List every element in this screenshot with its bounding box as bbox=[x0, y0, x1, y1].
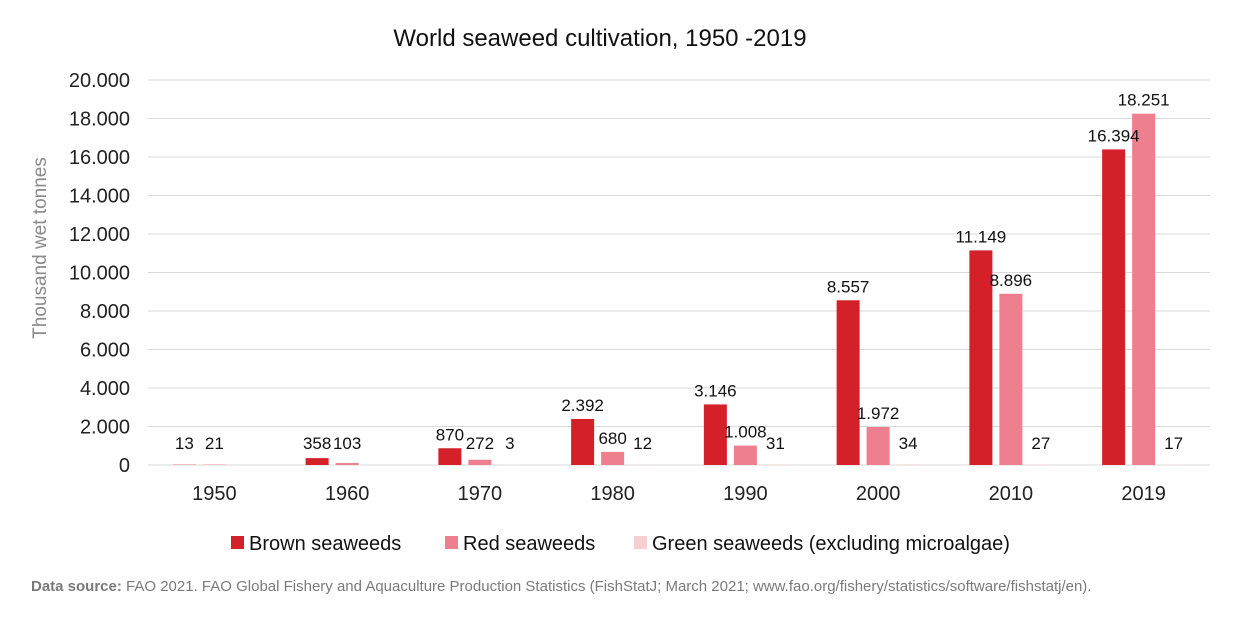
x-tick-label: 1950 bbox=[192, 483, 237, 505]
bar-brown bbox=[836, 300, 860, 465]
y-tick-label: 2.000 bbox=[80, 417, 130, 439]
bar-green bbox=[1029, 464, 1053, 465]
bar-red bbox=[733, 445, 757, 465]
x-tick-label: 1990 bbox=[723, 483, 768, 505]
seaweed-bar-chart: World seaweed cultivation, 1950 -2019 0 2… bbox=[30, 25, 1210, 555]
chart-title: World seaweed cultivation, 1950 -2019 bbox=[393, 25, 806, 52]
legend-swatch bbox=[231, 536, 244, 549]
bar-green bbox=[896, 464, 920, 465]
y-tick-label: 6.000 bbox=[80, 340, 130, 362]
data-label: 8.557 bbox=[827, 277, 870, 296]
data-source-text: FAO 2021. FAO Global Fishery and Aquacul… bbox=[121, 578, 1092, 595]
data-source-label: Data source: bbox=[31, 578, 122, 595]
data-label: 18.251 bbox=[1118, 91, 1170, 110]
data-source-note: Data source: FAO 2021. FAO Global Fisher… bbox=[31, 578, 1091, 595]
bar-red bbox=[335, 463, 359, 465]
legend: Brown seaweeds Red seaweeds Green seaweeds… bbox=[231, 533, 1010, 555]
bar-red bbox=[866, 427, 890, 465]
bar-red bbox=[1132, 113, 1156, 466]
y-tick-label: 10.000 bbox=[69, 263, 130, 285]
y-tick-label: 18.000 bbox=[69, 109, 130, 131]
bar-green bbox=[763, 464, 787, 465]
legend-label: Brown seaweeds bbox=[249, 533, 401, 555]
data-label: 680 bbox=[598, 429, 626, 448]
bar-brown bbox=[571, 418, 595, 465]
data-label: 13 bbox=[175, 434, 194, 453]
x-tick-label: 2000 bbox=[856, 483, 901, 505]
bar-red bbox=[999, 293, 1023, 465]
y-tick-label: 20.000 bbox=[69, 70, 130, 92]
x-tick-label: 1970 bbox=[458, 483, 503, 505]
data-label: 11.149 bbox=[956, 227, 1007, 246]
bar-brown bbox=[438, 448, 462, 465]
data-label: 870 bbox=[436, 425, 464, 444]
data-label: 272 bbox=[466, 434, 494, 453]
x-tick-label: 1960 bbox=[325, 483, 370, 505]
y-tick-label: 4.000 bbox=[80, 378, 130, 400]
data-label: 21 bbox=[205, 434, 224, 453]
data-label: 17 bbox=[1164, 434, 1183, 453]
data-label: 16.394 bbox=[1088, 126, 1140, 145]
y-axis-label: Thousand wet tonnes bbox=[30, 157, 51, 339]
x-tick-label: 1980 bbox=[590, 483, 635, 505]
data-label: 34 bbox=[899, 434, 918, 453]
bar-brown bbox=[305, 458, 329, 465]
x-axis-ticks: 1950 1960 1970 1980 1990 2000 2010 2019 bbox=[192, 483, 1166, 505]
bar-red bbox=[601, 451, 625, 465]
legend-swatch bbox=[634, 536, 647, 549]
data-label: 31 bbox=[766, 434, 785, 453]
data-label: 27 bbox=[1031, 434, 1050, 453]
bar-brown bbox=[1102, 149, 1126, 465]
bar-brown bbox=[703, 404, 727, 465]
data-label: 3.146 bbox=[694, 381, 737, 400]
legend-swatch bbox=[445, 536, 458, 549]
data-label: 3 bbox=[505, 434, 514, 453]
data-label: 1.008 bbox=[724, 423, 767, 442]
y-tick-label: 0 bbox=[119, 455, 130, 477]
data-label: 2.392 bbox=[561, 396, 604, 415]
x-tick-label: 2010 bbox=[989, 483, 1034, 505]
data-label: 103 bbox=[333, 434, 361, 453]
x-tick-label: 2019 bbox=[1121, 483, 1166, 505]
bar-brown bbox=[969, 250, 993, 465]
legend-label: Red seaweeds bbox=[463, 533, 595, 555]
y-tick-label: 8.000 bbox=[80, 301, 130, 323]
gridlines bbox=[148, 79, 1210, 466]
data-label: 1.972 bbox=[857, 404, 900, 423]
y-tick-label: 16.000 bbox=[69, 147, 130, 169]
y-tick-label: 14.000 bbox=[69, 186, 130, 208]
bar-red bbox=[468, 459, 492, 465]
legend-label: Green seaweeds (excluding microalgae) bbox=[652, 533, 1010, 555]
data-label: 12 bbox=[633, 434, 652, 453]
data-label: 358 bbox=[303, 434, 331, 453]
data-label: 8.896 bbox=[990, 271, 1033, 290]
y-axis-ticks: 0 2.000 4.000 6.000 8.000 10.000 12.000 14.000 1… bbox=[69, 70, 130, 477]
bars bbox=[172, 113, 1186, 466]
y-tick-label: 12.000 bbox=[69, 224, 130, 246]
